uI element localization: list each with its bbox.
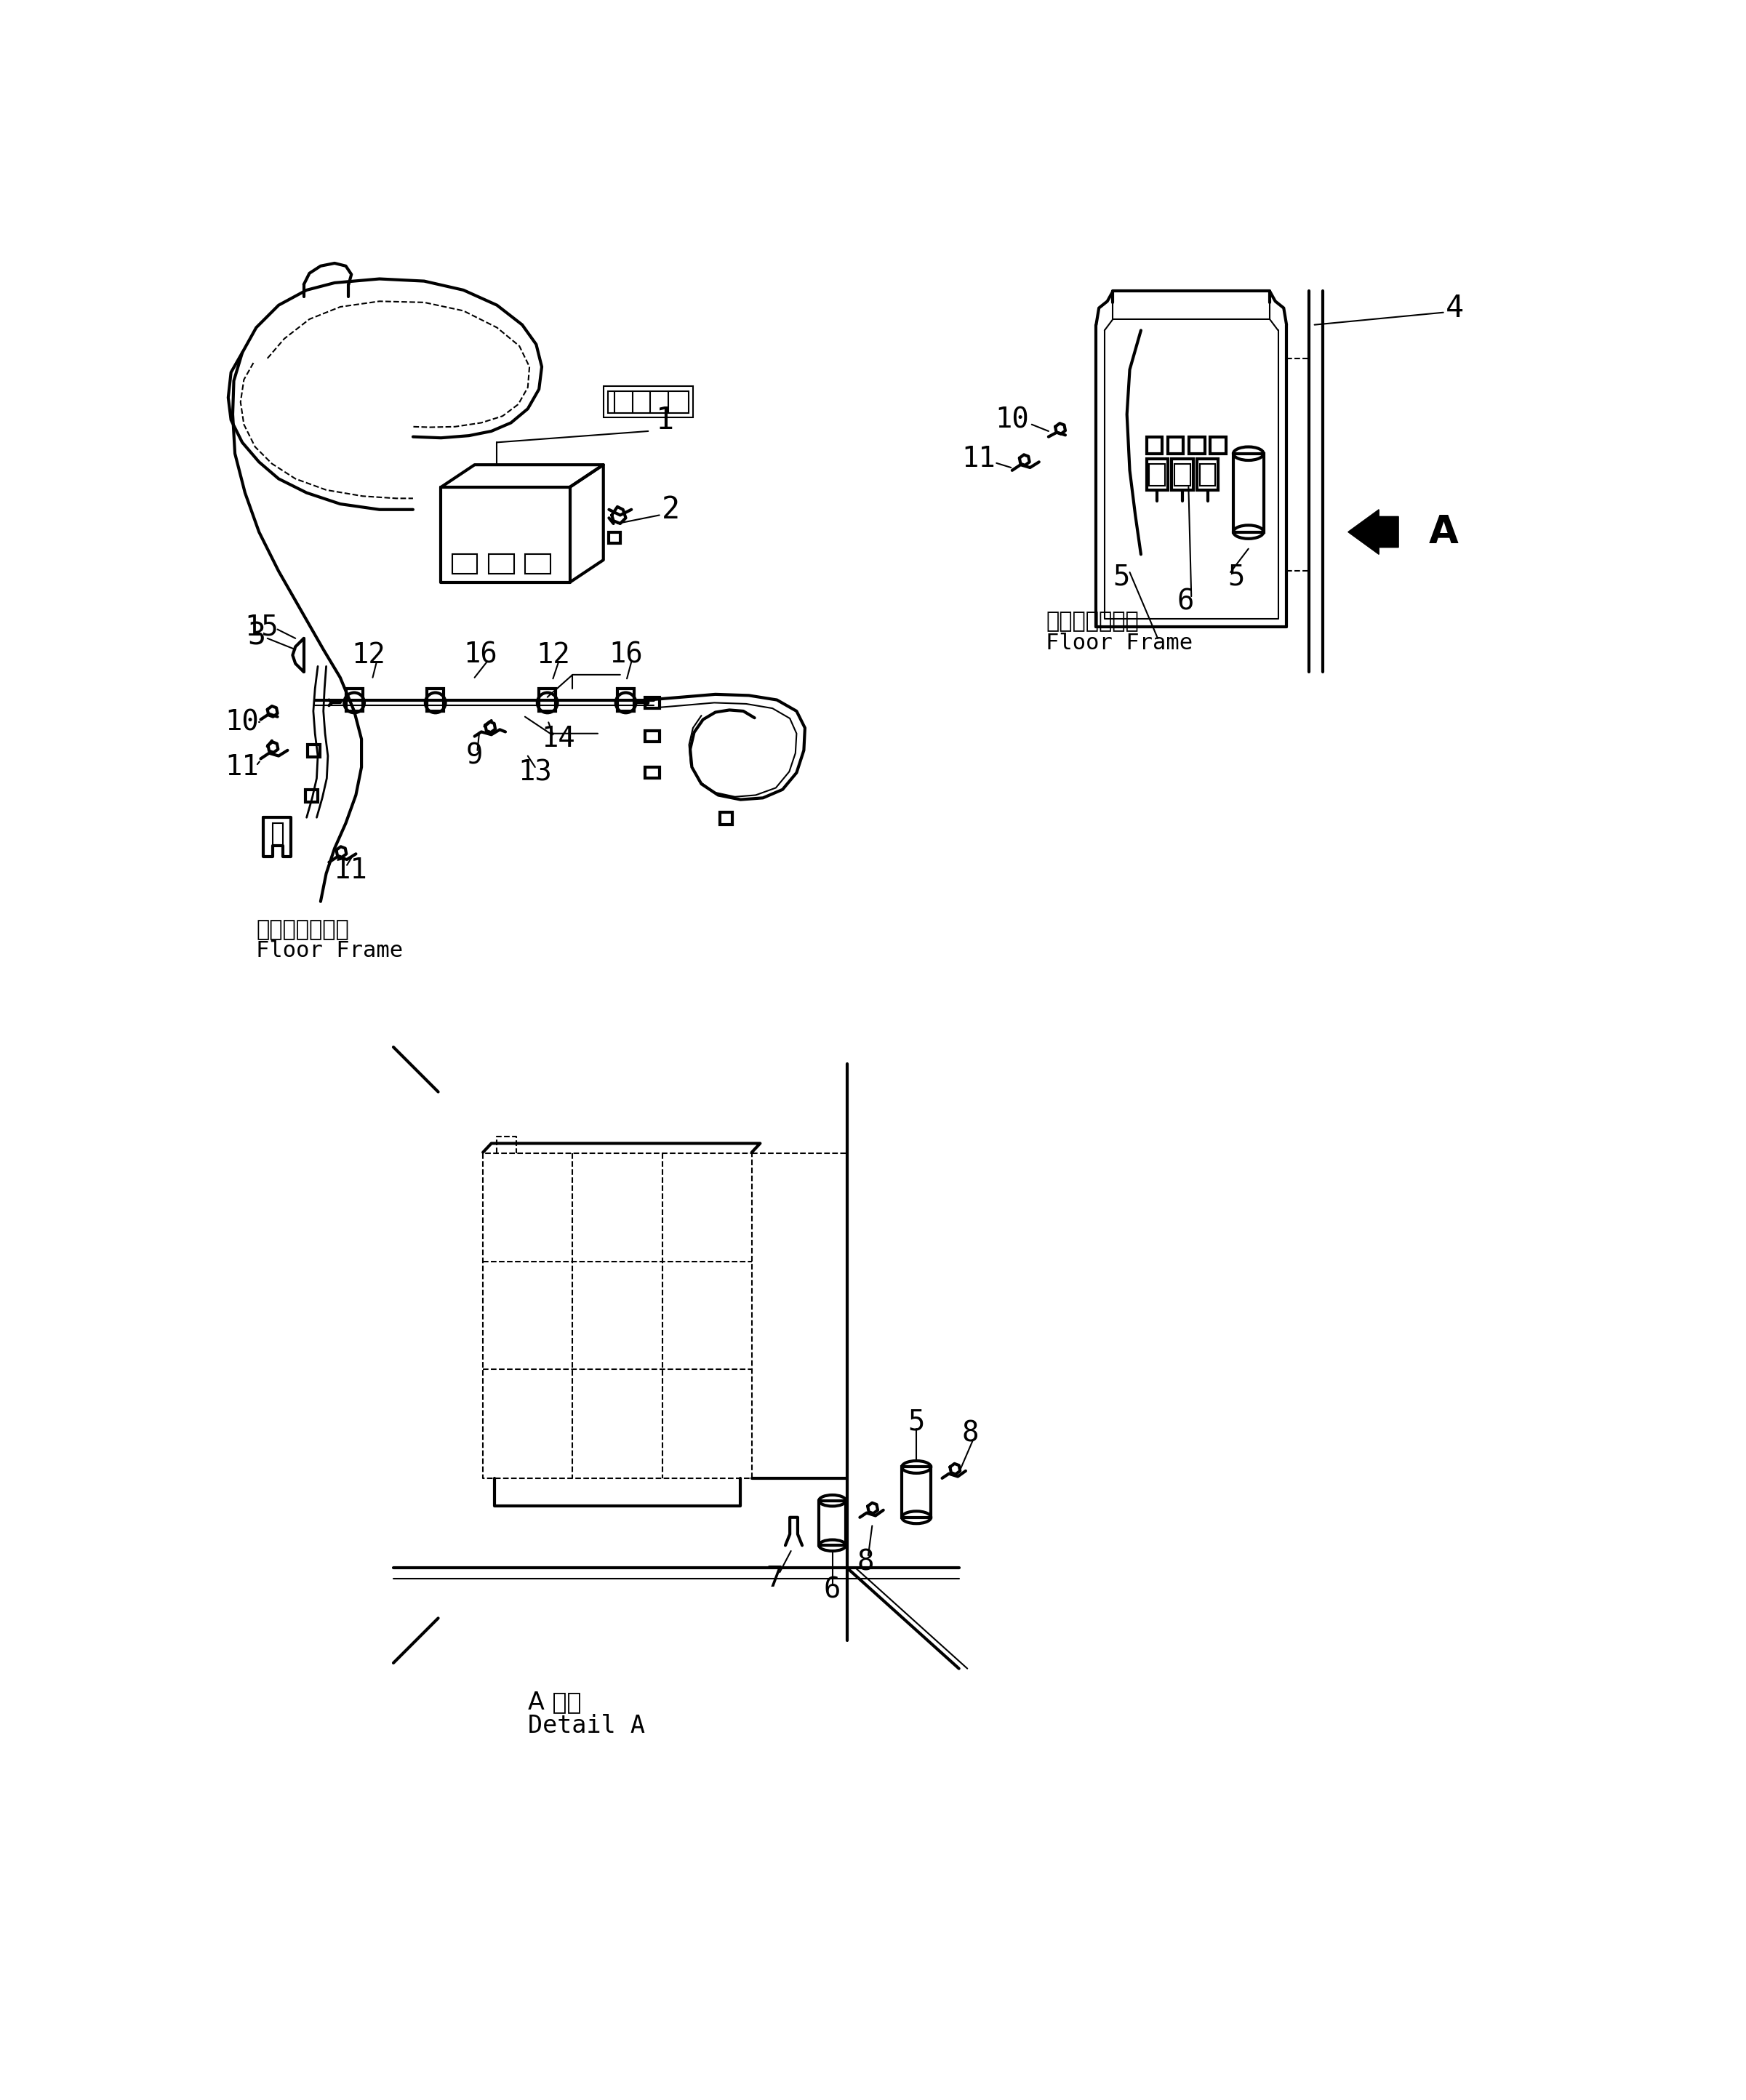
Bar <box>1200 464 1215 485</box>
Text: 16: 16 <box>609 641 643 670</box>
Bar <box>307 746 320 756</box>
Text: 7: 7 <box>766 1564 782 1592</box>
Bar <box>1149 464 1165 485</box>
Text: 5: 5 <box>1227 563 1245 590</box>
Bar <box>1198 460 1219 489</box>
Bar <box>609 531 620 544</box>
Bar <box>1147 460 1168 489</box>
Text: 8: 8 <box>962 1420 980 1447</box>
Bar <box>1233 454 1264 531</box>
Text: Floor Frame: Floor Frame <box>1046 632 1193 653</box>
Bar <box>346 689 363 712</box>
Bar <box>646 766 660 779</box>
Bar <box>452 554 477 573</box>
Text: 11: 11 <box>333 857 367 884</box>
Text: 10: 10 <box>995 405 1028 435</box>
Bar <box>1147 437 1163 454</box>
Text: 9: 9 <box>466 741 484 771</box>
Text: 1: 1 <box>656 405 674 435</box>
Text: 6: 6 <box>824 1577 842 1604</box>
Text: 11: 11 <box>962 445 995 472</box>
Text: 8: 8 <box>857 1548 875 1575</box>
Text: 12: 12 <box>351 641 386 670</box>
Bar <box>1189 437 1205 454</box>
Bar <box>489 554 513 573</box>
Text: A 詳細: A 詳細 <box>527 1691 581 1714</box>
Bar <box>1175 464 1191 485</box>
Text: 6: 6 <box>1177 588 1194 615</box>
Bar <box>646 697 660 708</box>
Bar <box>540 689 555 712</box>
Text: 5: 5 <box>908 1409 925 1436</box>
Text: A: A <box>1428 512 1458 550</box>
Text: 10: 10 <box>225 708 258 737</box>
Bar <box>1172 460 1193 489</box>
Text: 14: 14 <box>541 724 576 754</box>
Bar <box>1210 437 1226 454</box>
Bar <box>903 1468 931 1518</box>
Bar <box>1168 437 1184 454</box>
Bar <box>618 689 634 712</box>
Bar <box>428 689 443 712</box>
Text: 15: 15 <box>244 613 279 640</box>
Text: Floor Frame: Floor Frame <box>257 941 403 962</box>
Text: 3: 3 <box>248 620 265 651</box>
Bar <box>272 823 283 846</box>
FancyArrow shape <box>1348 510 1399 554</box>
Bar <box>306 790 318 802</box>
Text: 2: 2 <box>662 494 679 525</box>
Bar <box>604 386 693 418</box>
Bar <box>526 554 550 573</box>
Text: 13: 13 <box>519 758 552 788</box>
Bar <box>608 391 688 414</box>
Text: 4: 4 <box>1446 292 1463 323</box>
Text: Detail A: Detail A <box>527 1714 644 1737</box>
Bar <box>646 731 660 741</box>
Text: フロアフレーム: フロアフレーム <box>1046 611 1138 632</box>
Text: 16: 16 <box>463 641 498 670</box>
Bar <box>719 813 732 823</box>
Text: 5: 5 <box>1112 563 1130 590</box>
Text: 11: 11 <box>225 754 258 781</box>
Text: フロアフレーム: フロアフレーム <box>257 920 349 941</box>
Bar <box>819 1502 845 1546</box>
Text: 12: 12 <box>536 641 569 670</box>
